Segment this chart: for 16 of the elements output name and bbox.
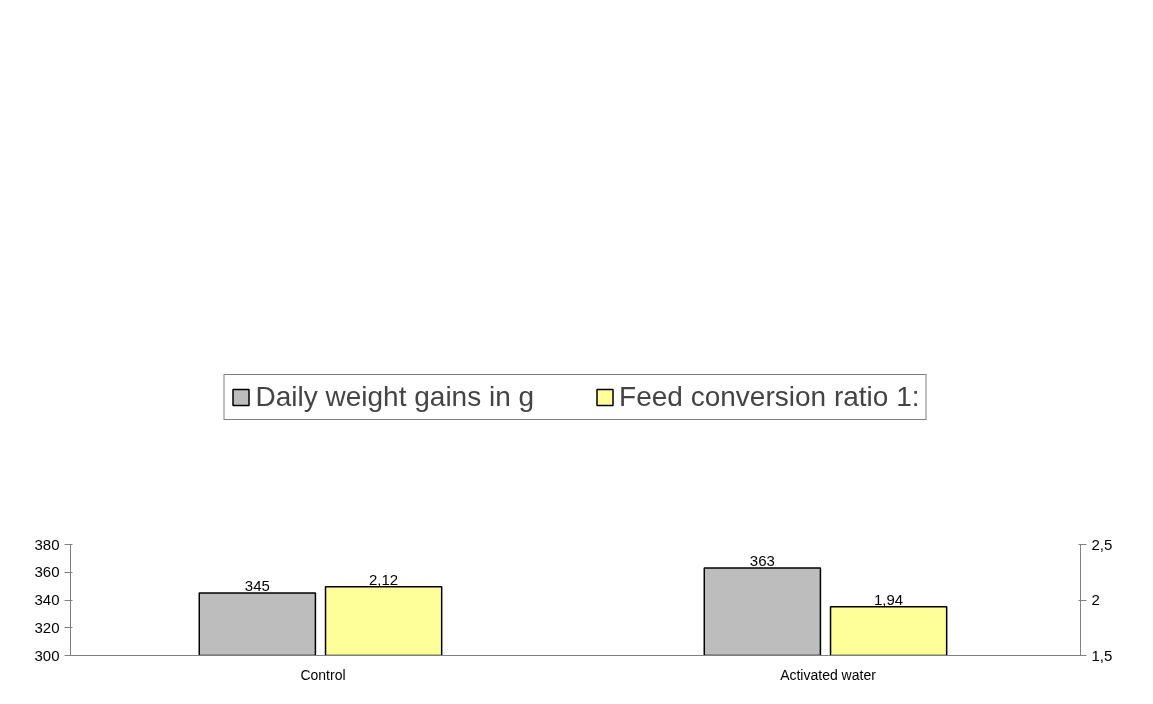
legend-label: Daily weight gains in g [255,380,535,413]
y2-tick-label: 2,5 [1091,535,1113,553]
data-label: 2,12 [369,571,399,589]
x-tick-label: Control [300,666,346,683]
y-tick-label: 360 [34,563,60,581]
y-tick-label: 340 [34,591,60,608]
data-label: 363 [749,552,775,570]
y-tick-label: 380 [34,535,60,553]
data-label: 1,94 [874,590,904,608]
x-tick-label: Activated water [780,666,877,683]
y-tick-label: 320 [34,618,60,636]
legend-label: Feed conversion ratio 1: [619,380,920,413]
y-tick-label: 300 [34,646,60,664]
y2-tick-label: 2 [1091,591,1100,608]
y2-tick-label: 1,5 [1091,646,1113,664]
data-label: 345 [244,577,270,595]
